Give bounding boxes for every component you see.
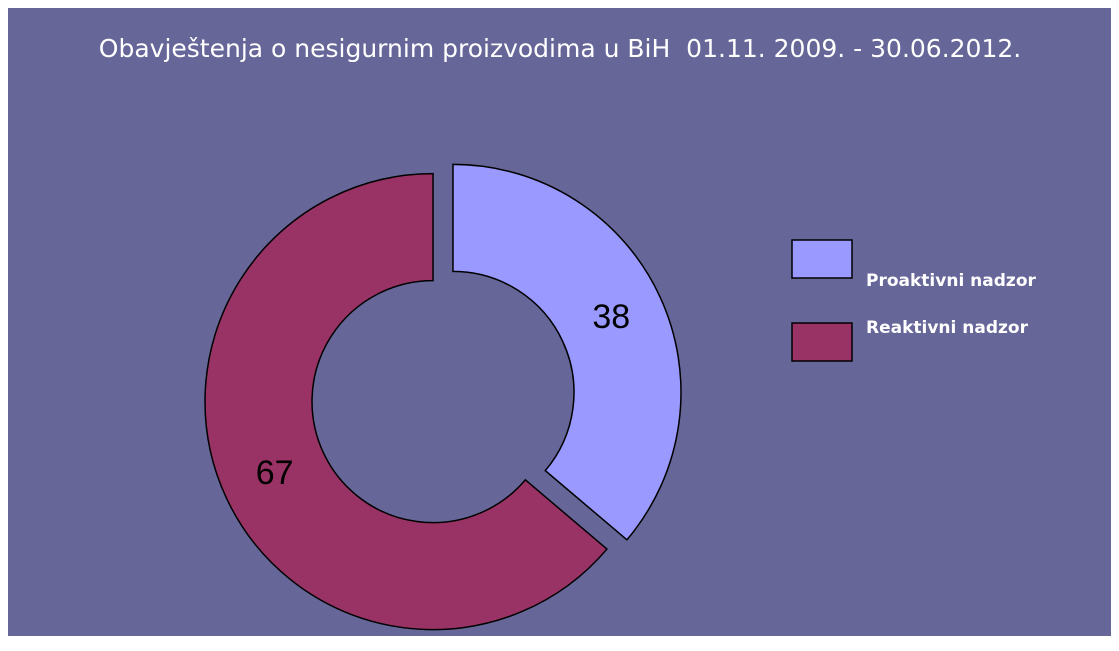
value-label: 38 xyxy=(592,298,630,336)
donut-slice xyxy=(204,172,609,631)
legend-label: Proaktivni nadzor xyxy=(866,271,1037,291)
chart-title: Obavještenja o nesigurnim proizvodima u … xyxy=(99,34,1021,63)
legend-label: Reaktivni nadzor xyxy=(866,318,1029,338)
legend-swatch xyxy=(791,239,853,279)
legend-swatch xyxy=(791,322,853,362)
donut-slice xyxy=(452,163,682,541)
value-label: 67 xyxy=(256,454,294,492)
